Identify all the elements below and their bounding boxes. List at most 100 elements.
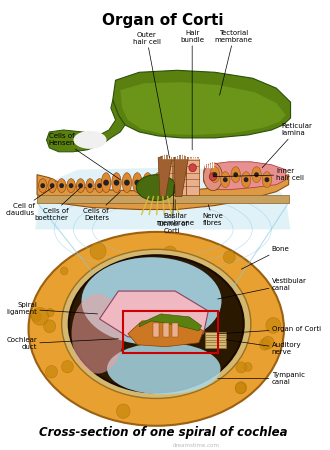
Circle shape: [78, 183, 83, 188]
Ellipse shape: [133, 173, 142, 193]
Text: Inner
hair cell: Inner hair cell: [213, 168, 304, 181]
Circle shape: [59, 183, 64, 188]
Ellipse shape: [153, 173, 163, 193]
Bar: [123, 311, 218, 353]
Ellipse shape: [82, 257, 221, 345]
Circle shape: [259, 339, 270, 350]
Ellipse shape: [204, 163, 222, 191]
Ellipse shape: [76, 179, 85, 193]
Circle shape: [236, 382, 247, 394]
Circle shape: [60, 267, 68, 275]
Ellipse shape: [262, 172, 272, 188]
Circle shape: [254, 172, 259, 177]
Circle shape: [209, 173, 217, 180]
Circle shape: [69, 183, 74, 188]
Circle shape: [134, 180, 140, 186]
Text: Basilar
membrane: Basilar membrane: [156, 199, 194, 226]
Circle shape: [124, 180, 130, 186]
Circle shape: [244, 177, 248, 182]
Circle shape: [213, 172, 217, 177]
Text: Bone: Bone: [241, 246, 289, 269]
Text: Spiral
ligament: Spiral ligament: [6, 302, 98, 315]
Text: Organ of Corti: Organ of Corti: [218, 326, 321, 334]
Text: Cells of
Deiters: Cells of Deiters: [83, 192, 120, 221]
Bar: [173, 157, 185, 194]
Circle shape: [46, 308, 54, 317]
Ellipse shape: [74, 131, 107, 149]
Bar: [186, 157, 199, 194]
Ellipse shape: [95, 179, 104, 193]
Ellipse shape: [57, 179, 66, 193]
Polygon shape: [128, 321, 204, 347]
Circle shape: [116, 404, 130, 419]
Circle shape: [265, 177, 269, 182]
Circle shape: [163, 246, 177, 261]
Circle shape: [223, 177, 228, 182]
Circle shape: [90, 243, 106, 260]
Text: dreamstime.com: dreamstime.com: [173, 443, 219, 448]
Polygon shape: [47, 100, 125, 152]
Ellipse shape: [86, 179, 94, 193]
Circle shape: [162, 164, 170, 172]
Ellipse shape: [252, 167, 261, 183]
Text: Tympanic
canal: Tympanic canal: [218, 372, 305, 385]
Ellipse shape: [48, 179, 56, 193]
Circle shape: [266, 318, 281, 333]
Circle shape: [50, 183, 54, 188]
Ellipse shape: [62, 249, 251, 398]
Polygon shape: [174, 155, 188, 197]
Text: Tunnel of
Corti: Tunnel of Corti: [156, 184, 188, 234]
Circle shape: [46, 365, 57, 378]
Bar: [205, 332, 226, 348]
Circle shape: [40, 183, 45, 188]
Text: Tectorial
membrane: Tectorial membrane: [215, 30, 253, 95]
Circle shape: [32, 311, 41, 322]
Text: Cells of
Hensen: Cells of Hensen: [49, 133, 120, 180]
Circle shape: [223, 251, 235, 263]
Circle shape: [145, 180, 150, 186]
Text: Cochlear
duct: Cochlear duct: [6, 337, 118, 350]
Text: Auditory
nerve: Auditory nerve: [226, 340, 301, 355]
Circle shape: [189, 164, 196, 172]
Circle shape: [176, 164, 183, 172]
Bar: [37, 194, 289, 202]
Polygon shape: [158, 155, 172, 197]
Ellipse shape: [136, 175, 176, 201]
Text: Nerve
fibres: Nerve fibres: [203, 205, 223, 226]
Polygon shape: [139, 314, 202, 331]
Ellipse shape: [122, 173, 132, 193]
Ellipse shape: [210, 167, 219, 183]
Circle shape: [114, 180, 119, 186]
Polygon shape: [204, 162, 286, 189]
Ellipse shape: [67, 179, 75, 193]
Circle shape: [97, 183, 102, 188]
Text: Organ of Corti: Organ of Corti: [102, 13, 224, 27]
Circle shape: [155, 180, 161, 186]
Ellipse shape: [143, 173, 152, 193]
Ellipse shape: [112, 173, 121, 193]
Circle shape: [88, 183, 92, 188]
Circle shape: [103, 180, 109, 186]
Ellipse shape: [107, 343, 220, 395]
Ellipse shape: [39, 179, 47, 193]
Ellipse shape: [72, 294, 124, 374]
Circle shape: [235, 383, 246, 394]
Polygon shape: [35, 168, 290, 230]
Polygon shape: [120, 82, 286, 135]
Circle shape: [262, 336, 274, 349]
Text: Reticular
lamina: Reticular lamina: [262, 123, 312, 168]
Bar: [172, 323, 178, 337]
Text: Cross-section of one spiral of cochlea: Cross-section of one spiral of cochlea: [39, 426, 287, 439]
Polygon shape: [37, 175, 289, 210]
Bar: [153, 323, 159, 337]
Ellipse shape: [231, 167, 241, 183]
Bar: [163, 323, 169, 337]
Circle shape: [61, 360, 73, 373]
Text: Cell of
claudius: Cell of claudius: [6, 188, 52, 216]
Circle shape: [233, 172, 238, 177]
Text: Hair
bundle: Hair bundle: [180, 30, 204, 150]
Text: Cells of
boettcher: Cells of boettcher: [34, 188, 81, 221]
Polygon shape: [113, 70, 290, 138]
Text: Outer
hair cell: Outer hair cell: [133, 32, 170, 158]
Ellipse shape: [101, 173, 111, 193]
